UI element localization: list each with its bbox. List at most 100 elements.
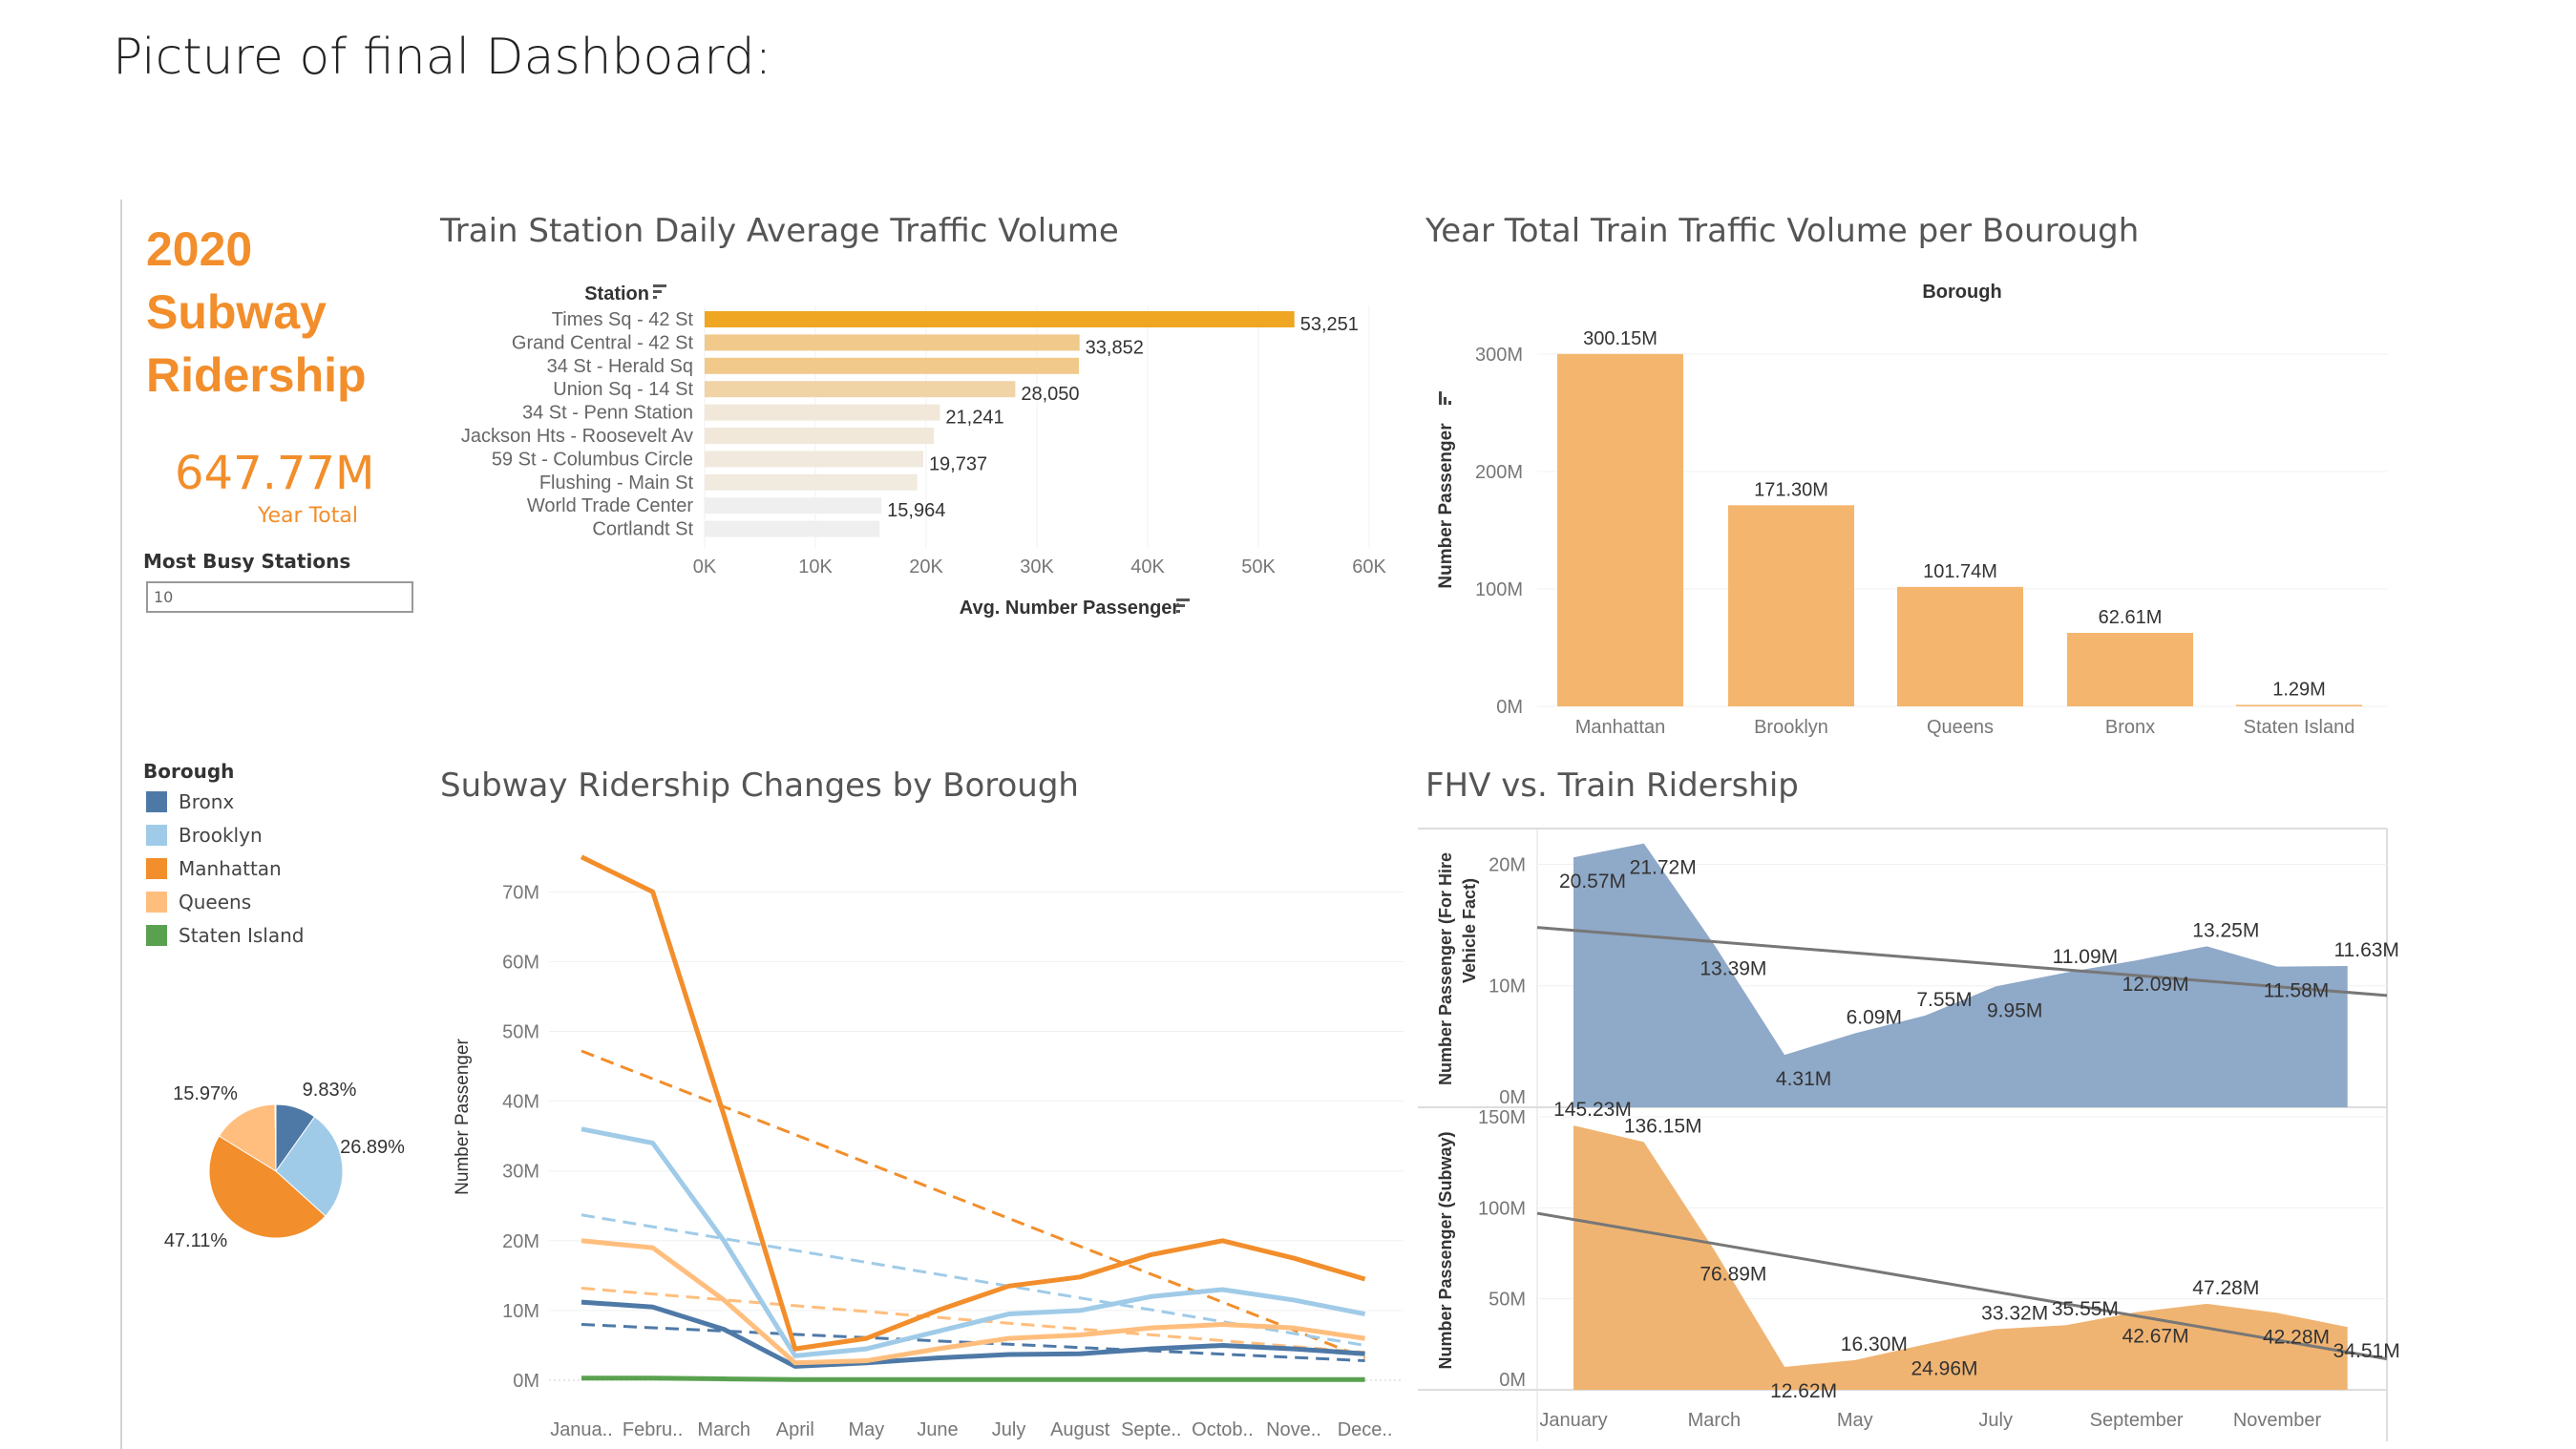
y-axis-label: Number Passenger (Subway)	[1436, 1131, 1455, 1369]
legend-item-brooklyn[interactable]: Brooklyn	[146, 824, 263, 847]
x-tick-label: April	[776, 1419, 814, 1440]
station-bar	[705, 473, 918, 491]
x-tick-label: November	[2233, 1410, 2322, 1431]
x-tick-label: Staten Island	[2244, 717, 2355, 738]
series-line-bronx	[581, 1299, 1365, 1369]
x-tick-label: January	[1539, 1410, 1607, 1431]
data-label: 16.30M	[1841, 1334, 1908, 1355]
legend-item-manhattan[interactable]: Manhattan	[146, 857, 282, 880]
data-label: 6.09M	[1847, 1006, 1902, 1028]
data-label: 13.39M	[1700, 958, 1766, 980]
most-busy-stations-input[interactable]: 10	[146, 581, 413, 613]
bar-value-label: 1.29M	[2272, 679, 2326, 700]
data-label: 42.67M	[2122, 1326, 2189, 1348]
data-label: 9.95M	[1987, 999, 2042, 1021]
station-label: 59 St - Columbus Circle	[492, 449, 693, 470]
data-label: 12.09M	[2122, 974, 2189, 996]
x-tick-label: Octob..	[1192, 1419, 1253, 1440]
station-bar	[705, 311, 1295, 327]
station-bar	[705, 357, 1080, 374]
legend-swatch	[146, 825, 167, 846]
bar-value-label: 171.30M	[1754, 479, 1828, 500]
x-tick-label: July	[992, 1419, 1026, 1440]
x-tick-label: March	[697, 1419, 750, 1440]
bar-value-label: 19,737	[929, 453, 987, 474]
bar-value-label: 62.61M	[2099, 607, 2163, 628]
legend-item-staten-island[interactable]: Staten Island	[146, 924, 304, 947]
trend-line	[1536, 1211, 2388, 1361]
trend-line-bronx	[581, 1323, 1365, 1363]
data-label: 136.15M	[1624, 1115, 1702, 1137]
y-tick-label: 60M	[502, 952, 539, 973]
data-label: 33.32M	[1981, 1302, 2048, 1324]
y-axis-label: Number Passenger (For Hire	[1436, 852, 1455, 1085]
x-tick-label: June	[917, 1419, 958, 1440]
pie-label: 26.89%	[340, 1137, 405, 1158]
y-tick-label: 300M	[1475, 345, 1523, 366]
legend-swatch	[146, 858, 167, 879]
legend-label: Queens	[179, 891, 252, 914]
y-tick-label: 150M	[1478, 1107, 1526, 1128]
data-label: 13.25M	[2192, 919, 2259, 941]
dashboard-title-line-1: 2020	[146, 222, 253, 276]
legend-label: Manhattan	[179, 857, 282, 880]
year-total-label: Year Total	[258, 504, 358, 528]
station-label: 34 St - Penn Station	[522, 403, 693, 424]
pie-slice-staten-island	[274, 1103, 277, 1172]
legend-swatch	[146, 925, 167, 946]
x-tick-label: 0K	[693, 556, 717, 578]
y-tick-label: 100M	[1475, 579, 1523, 600]
data-label: 42.28M	[2263, 1326, 2330, 1348]
year-total-value: 647.77M	[175, 447, 375, 500]
y-axis-label: Number Passenger	[453, 1038, 473, 1194]
series-line-staten-island	[581, 1376, 1365, 1382]
data-label: 7.55M	[1916, 989, 1972, 1011]
pie-label: 15.97%	[173, 1083, 238, 1104]
station-bar	[705, 404, 940, 421]
legend-item-queens[interactable]: Queens	[146, 891, 251, 914]
x-tick-label: Janua..	[550, 1419, 613, 1440]
station-chart-title: Train Station Daily Average Traffic Volu…	[440, 212, 1119, 250]
legend-label: Bronx	[179, 790, 235, 813]
x-tick-label: Septe..	[1121, 1419, 1181, 1440]
x-tick-label: 40K	[1130, 556, 1165, 578]
data-label: 47.28M	[2192, 1277, 2259, 1299]
y-axis-label: Vehicle Fact)	[1460, 878, 1479, 983]
chart-header: Borough	[1922, 282, 2001, 303]
area-series	[1573, 1125, 2348, 1390]
bar-value-label: 15,964	[887, 500, 945, 521]
x-axis-label: Avg. Number Passenger	[960, 598, 1180, 619]
x-tick-label: Bronx	[2105, 717, 2155, 738]
x-tick-label: March	[1688, 1410, 1742, 1431]
dashboard-title-line-3: Ridership	[146, 348, 367, 402]
x-tick-label: May	[849, 1419, 885, 1440]
bar-value-label: 28,050	[1021, 384, 1079, 405]
data-label: 34.51M	[2333, 1340, 2400, 1362]
bar-value-label: 300.15M	[1583, 328, 1658, 349]
station-label: 34 St - Herald Sq	[547, 356, 693, 377]
bar-value-label: 21,241	[945, 408, 1003, 429]
x-tick-label: August	[1050, 1419, 1110, 1440]
area-series	[1573, 843, 2348, 1107]
y-tick-label: 50M	[1489, 1290, 1526, 1311]
x-tick-label: July	[1978, 1410, 2013, 1431]
legend-label: Staten Island	[179, 924, 305, 947]
station-label: Union Sq - 14 St	[553, 379, 693, 400]
sort-icon	[1176, 598, 1190, 601]
page-heading: Picture of final Dashboard:	[113, 29, 772, 86]
series-line-queens	[581, 1238, 1365, 1366]
bar-value-label: 101.74M	[1923, 561, 1997, 582]
borough-total-chart-title: Year Total Train Traffic Volume per Bour…	[1425, 212, 2140, 250]
station-bar	[705, 497, 882, 514]
x-tick-label: Manhattan	[1575, 717, 1666, 738]
legend-item-bronx[interactable]: Bronx	[146, 790, 234, 813]
legend-swatch	[146, 892, 167, 913]
dashboard-title-line-2: Subway	[146, 285, 327, 339]
station-bar	[705, 428, 935, 444]
data-label: 21.72M	[1630, 857, 1697, 879]
x-tick-label: Nove..	[1266, 1419, 1321, 1440]
x-tick-label: 10K	[798, 556, 833, 578]
pie-label: 9.83%	[303, 1080, 357, 1101]
y-tick-label: 0M	[1499, 1087, 1526, 1108]
